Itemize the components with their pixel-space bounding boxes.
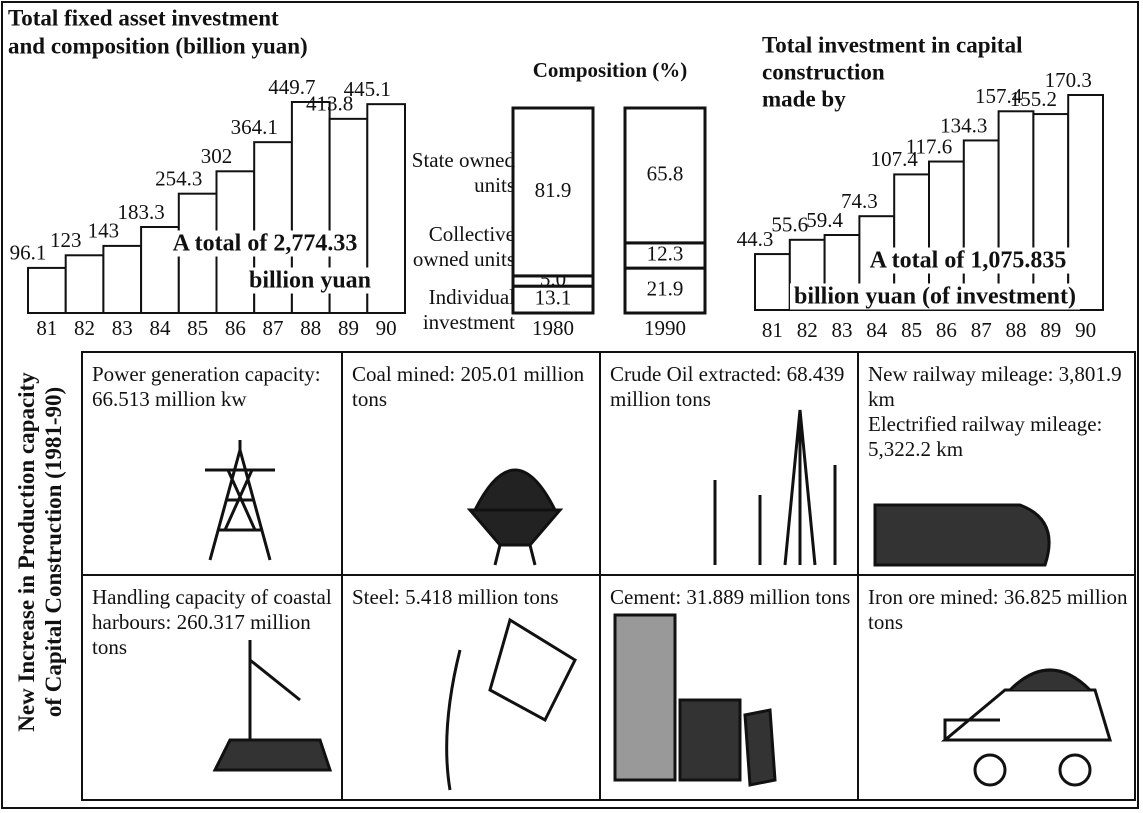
annotation: A total of 1,075.835 — [870, 248, 1067, 274]
value-label: 254.3 — [155, 166, 202, 190]
cell-text: Cement: 31.889 million tons — [610, 585, 852, 610]
x-tick-label: 87 — [263, 316, 284, 340]
value-label: 302 — [201, 144, 233, 168]
chart-title: made by — [762, 86, 846, 111]
x-tick-label: 84 — [149, 316, 171, 340]
value-label: 74.3 — [841, 189, 878, 213]
value-label: 59.4 — [806, 208, 843, 232]
bar — [28, 268, 66, 313]
cell-text: New railway mileage: 3,801.9 km — [868, 362, 1129, 412]
value-label: 183.3 — [117, 200, 164, 224]
cell-text: Iron ore mined: 36.825 million tons — [868, 585, 1129, 635]
value-label: 364.1 — [231, 115, 278, 139]
value-label: 170.3 — [1045, 68, 1092, 92]
value-label: 21.9 — [647, 276, 684, 300]
chart-title: Total investment in capital — [762, 32, 1022, 57]
x-tick-label: 84 — [866, 318, 888, 342]
x-tick-label: 86 — [936, 318, 957, 342]
side-label-line: New Increase in Production capacity — [13, 327, 40, 777]
value-label: 445.1 — [344, 77, 391, 101]
value-label: 81.9 — [535, 178, 572, 202]
bar — [999, 111, 1034, 310]
value-label: 12.3 — [647, 241, 684, 265]
chart-title: and composition (billion yuan) — [8, 33, 308, 58]
chart-title: Composition (%) — [533, 58, 688, 82]
value-label: 134.3 — [940, 113, 987, 137]
bar — [1068, 95, 1103, 310]
x-tick-label: 86 — [225, 316, 246, 340]
x-tick-label: 90 — [376, 316, 397, 340]
cell-text: Electrified railway mileage: 5,322.2 km — [868, 412, 1129, 462]
x-tick-label: 82 — [74, 316, 95, 340]
bar — [1033, 114, 1068, 310]
x-tick-label: 81 — [762, 318, 783, 342]
annotation: billion yuan — [249, 268, 371, 294]
bar — [66, 255, 104, 313]
legend-label: Individual investment — [410, 285, 515, 335]
x-tick-label: 83 — [832, 318, 853, 342]
cell-text: Power generation capacity: 66.513 millio… — [92, 362, 336, 412]
legend-label: State owned units — [410, 148, 515, 198]
x-tick-label: 85 — [187, 316, 208, 340]
x-tick-label: 85 — [901, 318, 922, 342]
value-label: 123 — [50, 228, 82, 252]
x-tick-label: 87 — [971, 318, 992, 342]
cell-text: Coal mined: 205.01 million tons — [352, 362, 594, 412]
annotation: billion yuan (of investment) — [794, 284, 1076, 310]
annotation: A total of 2,774.33 — [173, 231, 358, 257]
chart-title: construction — [762, 59, 885, 84]
chart-title: Total fixed asset investment — [8, 5, 279, 30]
cell-text: Steel: 5.418 million tons — [352, 585, 594, 610]
value-label: 44.3 — [737, 227, 774, 251]
x-tick-label: 1980 — [532, 316, 574, 340]
cell-text: Crude Oil extracted: 68.439 million tons — [610, 362, 852, 412]
x-tick-label: 83 — [112, 316, 133, 340]
x-tick-label: 89 — [1040, 318, 1061, 342]
value-label: 117.6 — [906, 134, 952, 158]
x-tick-label: 88 — [300, 316, 321, 340]
x-tick-label: 88 — [1006, 318, 1027, 342]
infographic: Total fixed asset investment and composit… — [0, 0, 1143, 813]
x-tick-label: 1990 — [644, 316, 686, 340]
bar — [755, 254, 790, 310]
value-label: 96.1 — [10, 241, 47, 265]
value-label: 55.6 — [771, 213, 808, 237]
legend-label: Collective owned units — [410, 222, 515, 272]
bar — [103, 246, 141, 313]
x-tick-label: 89 — [338, 316, 359, 340]
cell-text: Handling capacity of coastal harbours: 2… — [92, 585, 336, 660]
x-tick-label: 90 — [1075, 318, 1096, 342]
value-label: 65.8 — [647, 161, 684, 185]
side-label-line: of Capital Construction (1981-90) — [40, 327, 67, 777]
value-label: 143 — [88, 219, 120, 243]
x-tick-label: 82 — [797, 318, 818, 342]
